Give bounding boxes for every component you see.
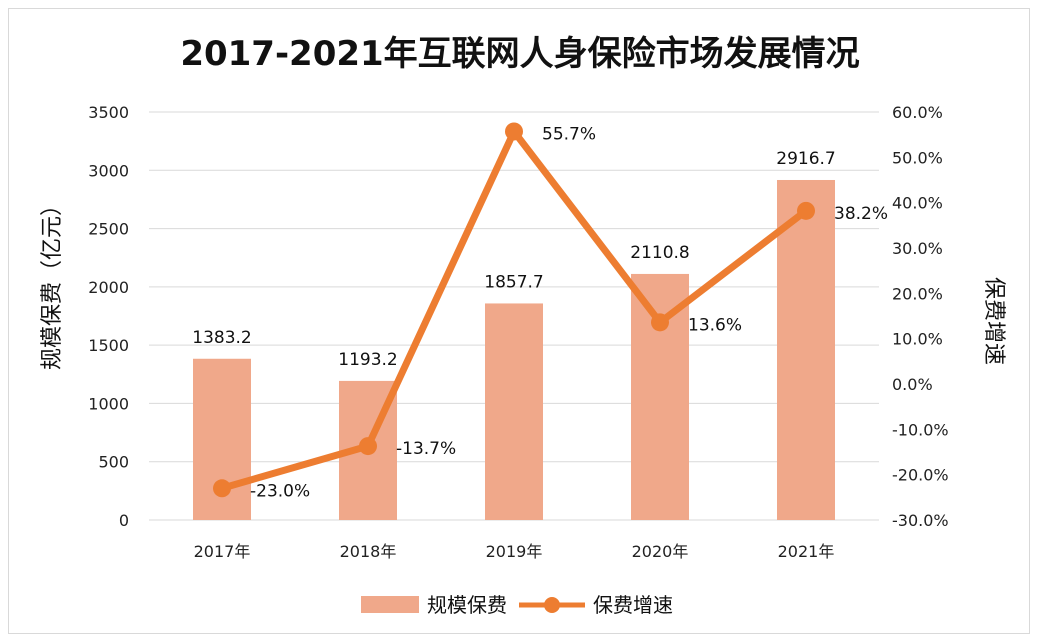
right-axis-title: 保费增速	[981, 277, 1006, 365]
line-point	[505, 122, 523, 141]
right-axis-ticks: -30.0% -20.0% -10.0% 0.0% 10.0% 20.0% 30.0% 40.…	[892, 103, 949, 530]
left-tick-label: 1500	[88, 336, 129, 355]
line-data-label: 38.2%	[834, 204, 888, 224]
right-tick-label: -30.0%	[892, 511, 949, 530]
right-tick-label: 10.0%	[892, 330, 943, 349]
left-axis-title: 规模保费（亿元）	[40, 194, 65, 370]
right-tick-label: 40.0%	[892, 194, 943, 213]
bar-data-label: 1383.2	[192, 328, 251, 348]
line-data-label: 13.6%	[688, 315, 742, 335]
x-axis-ticks: 2017年 2018年 2019年 2020年 2021年	[194, 542, 835, 561]
line-series	[213, 122, 815, 498]
x-tick-label: 2021年	[778, 542, 835, 561]
line-data-label: 55.7%	[542, 124, 596, 144]
x-tick-label: 2019年	[486, 542, 543, 561]
right-tick-label: 30.0%	[892, 239, 943, 258]
bar-data-label: 1857.7	[484, 272, 543, 292]
right-tick-label: 60.0%	[892, 103, 943, 122]
left-tick-label: 2000	[88, 278, 129, 297]
bar	[485, 303, 543, 520]
line-point	[797, 201, 815, 220]
bar-data-label: 2916.7	[776, 149, 835, 169]
right-tick-label: -10.0%	[892, 420, 949, 439]
left-tick-label: 3000	[88, 161, 129, 180]
x-tick-label: 2017年	[194, 542, 251, 561]
legend-marker-line	[544, 597, 560, 613]
line-point	[651, 313, 669, 332]
right-tick-label: 50.0%	[892, 148, 943, 167]
right-tick-label: 0.0%	[892, 375, 933, 394]
chart-frame: 2017-2021年互联网人身保险市场发展情况 0 500 1000 1500 2000…	[8, 8, 1030, 634]
line-data-label: -13.7%	[396, 439, 456, 459]
line-point	[359, 437, 377, 456]
line-point	[213, 479, 231, 498]
legend: 规模保费 保费增速	[361, 593, 673, 617]
x-tick-label: 2020年	[632, 542, 689, 561]
left-tick-label: 1000	[88, 394, 129, 413]
right-tick-label: 20.0%	[892, 284, 943, 303]
legend-label-line: 保费增速	[593, 593, 673, 617]
data-labels: 1383.2 1193.2 1857.7 2110.8 2916.7 -23.0% -13.…	[192, 124, 888, 501]
x-tick-label: 2018年	[340, 542, 397, 561]
legend-swatch-bar	[361, 596, 419, 613]
left-tick-label: 2500	[88, 220, 129, 239]
left-tick-label: 3500	[88, 103, 129, 122]
bar-data-label: 1193.2	[338, 350, 397, 370]
bar-data-label: 2110.8	[630, 243, 689, 263]
left-tick-label: 500	[98, 453, 129, 472]
combo-chart: 2017-2021年互联网人身保险市场发展情况 0 500 1000 1500 2000…	[40, 34, 1006, 617]
left-tick-label: 0	[119, 511, 129, 530]
chart-title: 2017-2021年互联网人身保险市场发展情况	[180, 34, 859, 74]
line-data-label: -23.0%	[250, 481, 310, 501]
bar	[777, 179, 835, 521]
left-axis-ticks: 0 500 1000 1500 2000 2500 3000 3500	[88, 103, 129, 530]
legend-label-bar: 规模保费	[427, 593, 507, 617]
right-tick-label: -20.0%	[892, 466, 949, 485]
